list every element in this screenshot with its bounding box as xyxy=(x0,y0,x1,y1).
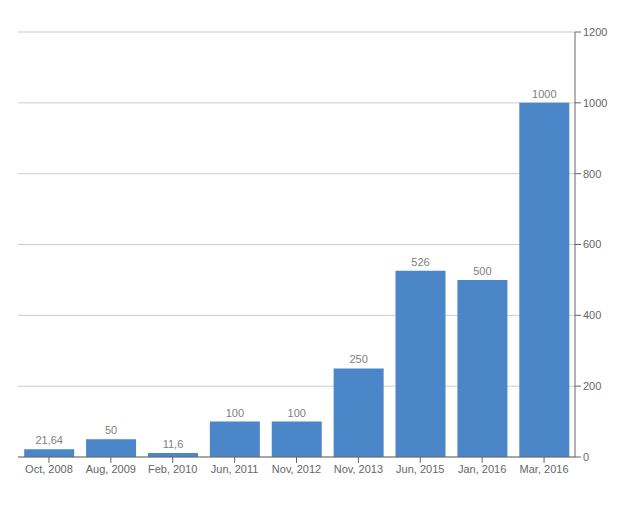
svg-text:Nov, 2013: Nov, 2013 xyxy=(334,463,383,475)
svg-text:Mar, 2016: Mar, 2016 xyxy=(520,463,569,475)
svg-text:0: 0 xyxy=(583,451,589,463)
svg-text:100: 100 xyxy=(226,407,244,419)
svg-text:526: 526 xyxy=(411,256,429,268)
svg-text:50: 50 xyxy=(105,424,117,436)
svg-text:Jan, 2016: Jan, 2016 xyxy=(458,463,506,475)
svg-text:Aug, 2009: Aug, 2009 xyxy=(86,463,136,475)
svg-text:600: 600 xyxy=(583,238,601,250)
svg-text:400: 400 xyxy=(583,309,601,321)
svg-text:Jun, 2015: Jun, 2015 xyxy=(396,463,444,475)
svg-text:Nov, 2012: Nov, 2012 xyxy=(272,463,321,475)
svg-text:200: 200 xyxy=(583,380,601,392)
svg-text:800: 800 xyxy=(583,168,601,180)
svg-text:500: 500 xyxy=(473,265,491,277)
svg-text:1000: 1000 xyxy=(532,88,556,100)
svg-text:1200: 1200 xyxy=(583,26,607,38)
svg-text:11,6: 11,6 xyxy=(163,438,184,450)
svg-text:Oct, 2008: Oct, 2008 xyxy=(25,463,73,475)
svg-text:Feb, 2010: Feb, 2010 xyxy=(148,463,198,475)
svg-text:1000: 1000 xyxy=(583,97,607,109)
svg-text:100: 100 xyxy=(288,407,306,419)
svg-text:250: 250 xyxy=(349,353,367,365)
svg-text:Jun, 2011: Jun, 2011 xyxy=(211,463,259,475)
svg-text:21,64: 21,64 xyxy=(35,434,63,446)
